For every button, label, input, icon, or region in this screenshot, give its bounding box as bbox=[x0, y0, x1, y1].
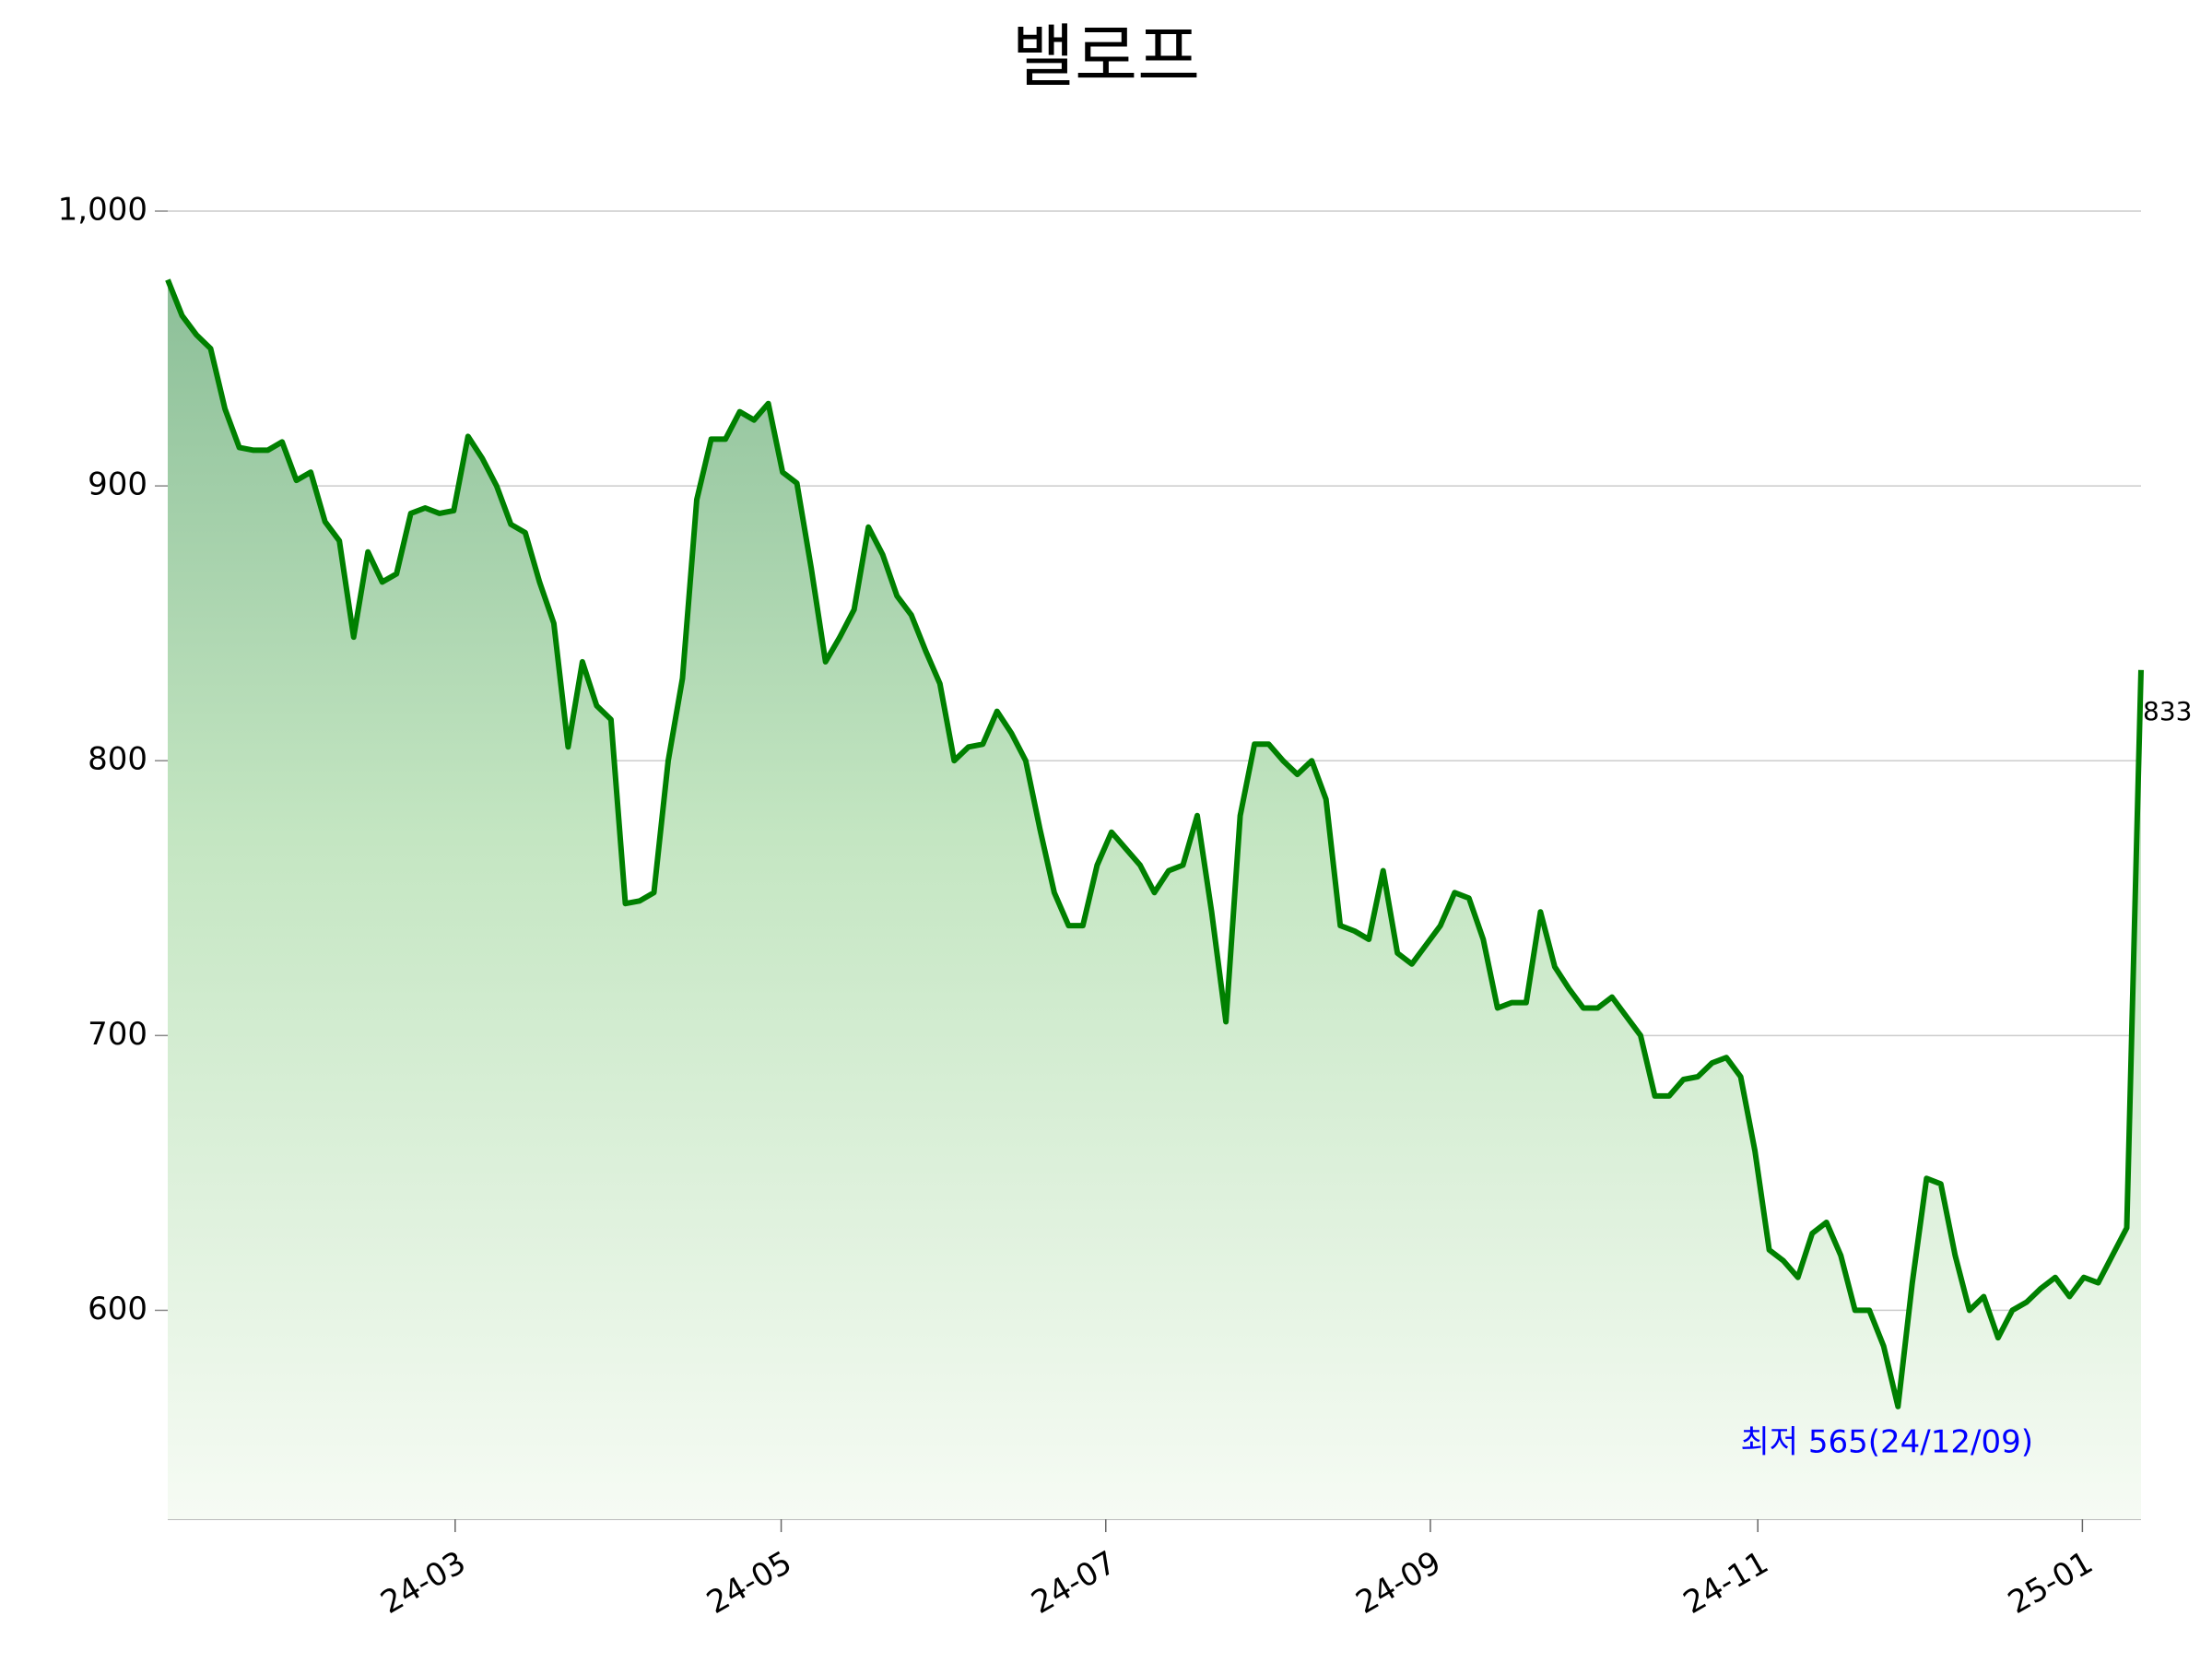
min-annotation: 최저 565(24/12/09) bbox=[1741, 1423, 2034, 1460]
chart-title: 밸로프 bbox=[1012, 18, 1200, 97]
x-tick-label: 24-09 bbox=[1350, 1544, 1448, 1622]
y-tick-label: 1,000 bbox=[58, 192, 147, 229]
end-value-label: 833 bbox=[2143, 696, 2192, 726]
y-tick-label: 700 bbox=[88, 1016, 147, 1053]
x-tick-label: 24-05 bbox=[700, 1544, 798, 1622]
price-line bbox=[165, 278, 2144, 1409]
y-tick-label: 600 bbox=[88, 1291, 147, 1327]
x-tick-label: 24-07 bbox=[1025, 1544, 1123, 1622]
area bbox=[168, 279, 2141, 1519]
y-tick-label: 900 bbox=[88, 466, 147, 503]
x-tick-label: 25-01 bbox=[2002, 1544, 2100, 1622]
x-tick-label: 24-11 bbox=[1677, 1544, 1775, 1622]
y-tick-label: 800 bbox=[88, 741, 147, 778]
x-tick-label: 24-03 bbox=[375, 1544, 473, 1622]
